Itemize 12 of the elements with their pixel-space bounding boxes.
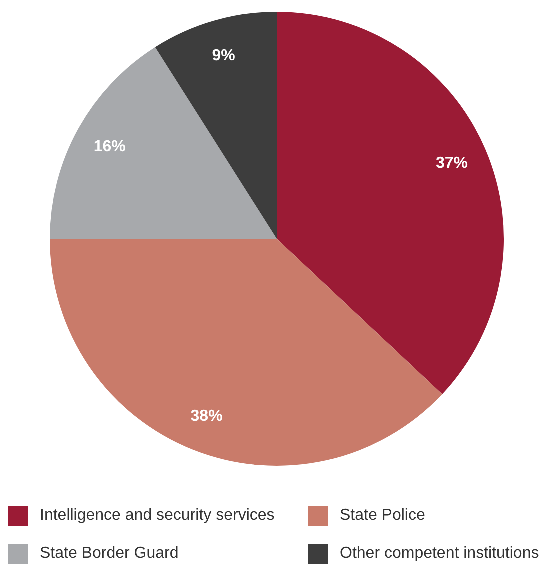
data-label: 9% xyxy=(212,47,236,64)
pie-slice xyxy=(50,47,277,239)
legend-label: Intelligence and security services xyxy=(40,507,275,525)
pie-slice xyxy=(50,239,442,466)
legend-label: State Police xyxy=(340,507,426,525)
data-label: 16% xyxy=(94,138,126,156)
data-label: 38% xyxy=(190,408,223,425)
pie-slice xyxy=(155,12,277,239)
legend-label: State Border Guard xyxy=(40,545,179,563)
data-label: 37% xyxy=(436,154,468,172)
pie-slice xyxy=(277,12,504,394)
legend-label: Other competent institutions xyxy=(340,545,540,563)
